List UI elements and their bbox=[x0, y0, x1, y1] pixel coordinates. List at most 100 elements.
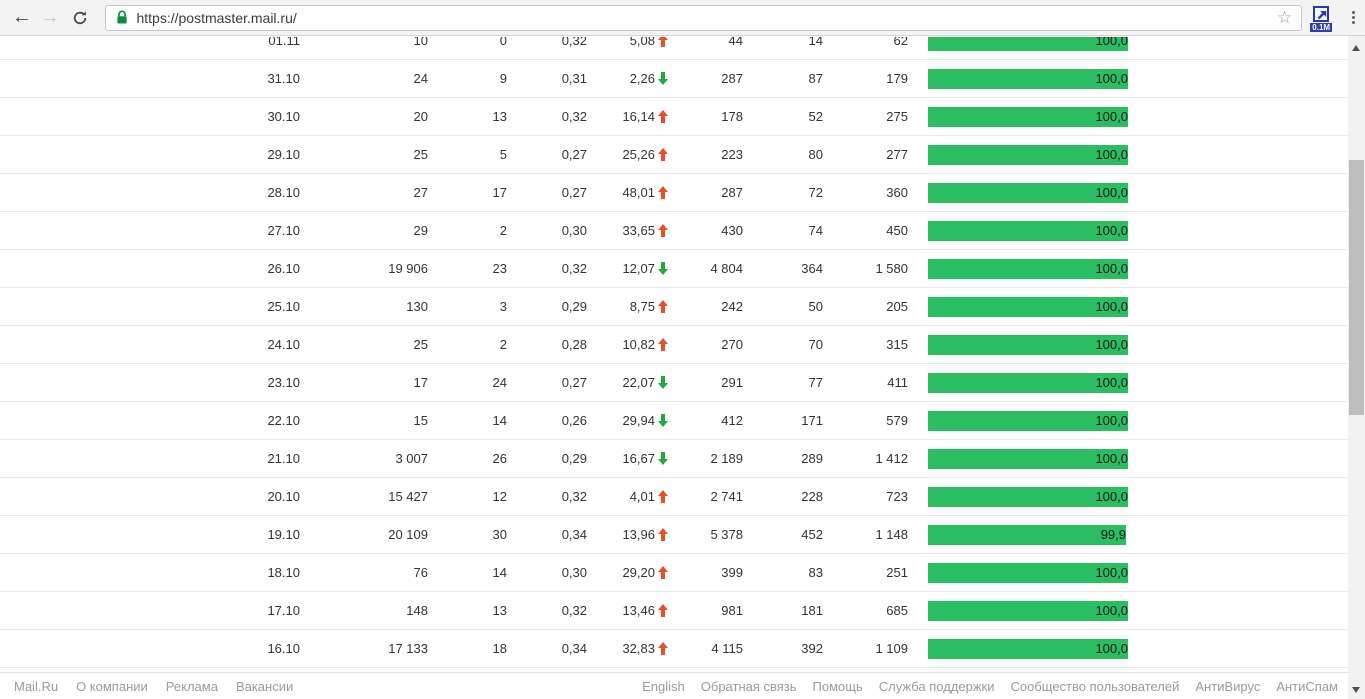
delta-value: 10,82 bbox=[622, 337, 655, 352]
date-cell: 21.10 bbox=[267, 451, 300, 466]
url-text[interactable]: https://postmaster.mail.ru/ bbox=[136, 9, 297, 26]
reputation-bar: 100,0 bbox=[928, 334, 1128, 355]
value-cell: 171 bbox=[801, 413, 823, 428]
value-cell: 4 115 bbox=[711, 641, 743, 656]
value-cell: 62 bbox=[893, 37, 908, 48]
reputation-bar: 100,0 bbox=[928, 144, 1128, 165]
reputation-bar: 100,0 bbox=[928, 410, 1128, 431]
footer-link[interactable]: Реклама bbox=[165, 678, 218, 694]
chrome-menu-button[interactable] bbox=[1341, 4, 1365, 32]
reputation-bar: 100,0 bbox=[928, 220, 1128, 241]
value-cell: 3 bbox=[499, 299, 507, 314]
value-cell: 80 bbox=[808, 147, 823, 162]
value-cell: 450 bbox=[886, 223, 908, 238]
table-row: 25.10 130 3 0,29 8,75 242 50 205 100,0 bbox=[0, 288, 1348, 326]
value-cell: 412 bbox=[721, 413, 743, 428]
value-cell: 10 bbox=[413, 37, 428, 48]
extension-button[interactable]: 0.1M bbox=[1309, 3, 1335, 33]
delta-value: 5,08 bbox=[629, 37, 655, 48]
value-cell: 275 bbox=[886, 109, 908, 124]
bar-cell: 100,0 bbox=[928, 182, 1128, 203]
value-cell: 15 427 bbox=[388, 489, 428, 504]
footer-link[interactable]: Сообщество пользователей bbox=[1010, 678, 1180, 694]
date-cell: 18.10 bbox=[267, 565, 300, 580]
trend-arrow-icon bbox=[658, 528, 668, 541]
value-cell: 74 bbox=[808, 223, 823, 238]
trend-arrow-icon bbox=[658, 186, 668, 199]
footer-link[interactable]: Mail.Ru bbox=[14, 678, 59, 694]
value-cell: 25 bbox=[413, 337, 428, 352]
footer-link[interactable]: Помощь bbox=[812, 678, 863, 694]
value-cell: 24 bbox=[492, 375, 507, 390]
value-cell: 17 bbox=[492, 185, 507, 200]
value-cell: 3 007 bbox=[395, 451, 428, 466]
footer-link[interactable]: О компании bbox=[76, 678, 148, 694]
delta-cell: 22,07 bbox=[587, 375, 668, 390]
date-cell: 29.10 bbox=[267, 147, 300, 162]
rate-cell: 0,30 bbox=[561, 223, 587, 238]
value-cell: 181 bbox=[801, 603, 823, 618]
delta-value: 8,75 bbox=[629, 299, 655, 314]
rate-cell: 0,32 bbox=[561, 37, 587, 48]
footer-link[interactable]: АнтиВирус bbox=[1195, 678, 1261, 694]
value-cell: 0 bbox=[499, 37, 507, 48]
vertical-scrollbar[interactable] bbox=[1348, 36, 1365, 699]
value-cell: 50 bbox=[808, 299, 823, 314]
value-cell: 19 906 bbox=[388, 261, 428, 276]
delta-cell: 2,26 bbox=[587, 71, 668, 86]
table-row: 26.10 19 906 23 0,32 12,07 4 804 364 1 5… bbox=[0, 250, 1348, 288]
footer-link[interactable]: Вакансии bbox=[235, 678, 294, 694]
date-cell: 17.10 bbox=[267, 603, 300, 618]
reputation-bar: 100,0 bbox=[928, 37, 1128, 51]
scroll-up-arrow-icon[interactable] bbox=[1352, 45, 1360, 51]
value-cell: 13 bbox=[492, 603, 507, 618]
value-cell: 723 bbox=[886, 489, 908, 504]
value-cell: 70 bbox=[808, 337, 823, 352]
rate-cell: 0,27 bbox=[561, 147, 587, 162]
value-cell: 20 109 bbox=[388, 527, 428, 542]
table-row: 27.10 29 2 0,30 33,65 430 74 450 100,0 bbox=[0, 212, 1348, 250]
trend-arrow-icon bbox=[658, 452, 668, 465]
table-row: 21.10 3 007 26 0,29 16,67 2 189 289 1 41… bbox=[0, 440, 1348, 478]
date-cell: 30.10 bbox=[267, 109, 300, 124]
reputation-bar: 100,0 bbox=[928, 296, 1128, 317]
date-cell: 20.10 bbox=[267, 489, 300, 504]
value-cell: 178 bbox=[721, 109, 743, 124]
value-cell: 270 bbox=[721, 337, 743, 352]
table-row: 24.10 25 2 0,28 10,82 270 70 315 100,0 bbox=[0, 326, 1348, 364]
refresh-button[interactable] bbox=[66, 4, 94, 32]
trend-arrow-icon bbox=[658, 148, 668, 161]
footer-link[interactable]: АнтиСпам bbox=[1276, 678, 1338, 694]
trend-arrow-icon bbox=[658, 566, 668, 579]
reputation-bar: 99,9 bbox=[928, 524, 1126, 545]
scrollbar-thumb[interactable] bbox=[1349, 160, 1364, 415]
bar-cell: 100,0 bbox=[928, 220, 1128, 241]
date-cell: 01.11 bbox=[268, 37, 300, 48]
secure-lock-icon bbox=[116, 10, 128, 25]
bookmark-star-icon[interactable]: ☆ bbox=[1277, 8, 1293, 27]
trend-arrow-icon bbox=[658, 490, 668, 503]
value-cell: 179 bbox=[886, 71, 908, 86]
value-cell: 289 bbox=[801, 451, 823, 466]
bar-cell: 100,0 bbox=[928, 410, 1128, 431]
forward-button[interactable]: → bbox=[39, 6, 60, 28]
scroll-down-arrow-icon[interactable] bbox=[1352, 687, 1360, 693]
table-row: 29.10 25 5 0,27 25,26 223 80 277 100,0 bbox=[0, 136, 1348, 174]
value-cell: 251 bbox=[886, 565, 908, 580]
rate-cell: 0,29 bbox=[561, 299, 587, 314]
footer-link[interactable]: English bbox=[642, 678, 685, 694]
address-bar[interactable]: https://postmaster.mail.ru/ ☆ bbox=[105, 4, 1303, 31]
reputation-bar: 100,0 bbox=[928, 68, 1128, 89]
table-row: 20.10 15 427 12 0,32 4,01 2 741 228 723 … bbox=[0, 478, 1348, 516]
value-cell: 452 bbox=[801, 527, 823, 542]
value-cell: 685 bbox=[886, 603, 908, 618]
value-cell: 52 bbox=[808, 109, 823, 124]
back-button[interactable]: ← bbox=[11, 6, 32, 28]
footer-link[interactable]: Обратная связь bbox=[700, 678, 797, 694]
footer-link[interactable]: Служба поддержки bbox=[878, 678, 995, 694]
value-cell: 23 bbox=[492, 261, 507, 276]
rate-cell: 0,34 bbox=[561, 641, 587, 656]
delta-cell: 25,26 bbox=[587, 147, 668, 162]
value-cell: 30 bbox=[492, 527, 507, 542]
rate-cell: 0,29 bbox=[561, 451, 587, 466]
